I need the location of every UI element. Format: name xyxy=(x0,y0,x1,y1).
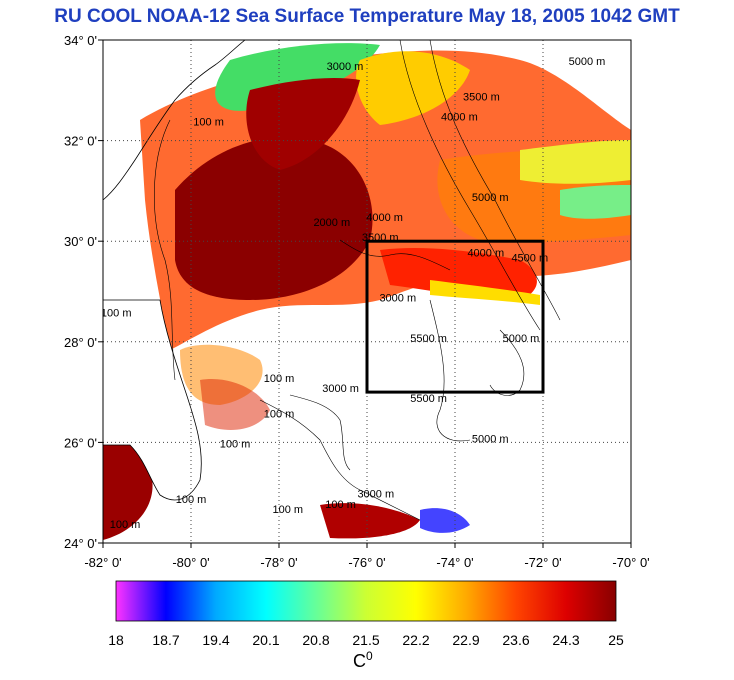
colorbar-tick-label: 22.9 xyxy=(452,632,479,648)
contour-label: 100 m xyxy=(273,504,304,516)
lon-tick-label: -80° 0' xyxy=(172,555,209,570)
lat-tick-label: 24° 0' xyxy=(64,536,97,551)
lat-tick-label: 28° 0' xyxy=(64,335,97,350)
contour-deep-east xyxy=(399,40,541,331)
colorbar-tick-label: 20.1 xyxy=(252,632,279,648)
lat-tick-label: 34° 0' xyxy=(64,33,97,48)
sst-patch-dark-red-core xyxy=(175,137,373,300)
colorbar-tick-label: 23.6 xyxy=(502,632,529,648)
contour-label: 3000 m xyxy=(379,293,416,305)
sst-patch-box-yellow xyxy=(430,280,540,305)
lat-tick-label: 32° 0' xyxy=(64,134,97,149)
latitude-tick-labels: 34° 0' 32° 0' 30° 0' 28° 0' 26° 0' 24° 0' xyxy=(64,33,103,551)
contour-label: 3500 m xyxy=(463,91,500,103)
contour-label: 100 m xyxy=(193,117,224,129)
colorbar-unit-label: C0 xyxy=(353,649,373,671)
contour-label: 3000 m xyxy=(322,383,359,395)
contour-box-interior xyxy=(429,299,471,442)
contour-label: 2000 m xyxy=(313,217,350,229)
colorbar-tick-label: 25 xyxy=(608,632,624,648)
contour-label: 5500 m xyxy=(410,393,447,405)
contour-bahamas xyxy=(259,399,421,521)
colorbar-tick-label: 24.3 xyxy=(552,632,579,648)
contour-label: 5000 m xyxy=(472,192,509,204)
lon-tick-label: -70° 0' xyxy=(612,555,649,570)
study-area-box xyxy=(365,239,545,394)
contour-label: 3000 m xyxy=(357,489,394,501)
colorbar-tick-label: 20.8 xyxy=(302,632,329,648)
sst-patch-box-red xyxy=(380,248,537,300)
contour-label: 4000 m xyxy=(467,247,504,259)
contour-blake-escarpment xyxy=(339,239,451,271)
sst-patch-yellow xyxy=(356,51,470,125)
contour-bahamas-2 xyxy=(289,394,351,471)
sst-patch-dark-red-north xyxy=(246,78,360,170)
longitude-tick-labels: -82° 0' -80° 0' -78° 0' -76° 0' -74° 0' -72° … xyxy=(84,543,650,570)
lat-tick-label: 30° 0' xyxy=(64,234,97,249)
sst-patch-east-yellow xyxy=(520,140,631,184)
colorbar-tick-label: 22.2 xyxy=(402,632,429,648)
sst-patch-east-green xyxy=(560,185,631,219)
sst-field: 100 m 100 m 2000 m 4000 m 3500 m 3000 m 4000 m… xyxy=(101,40,631,543)
contour-label: 100 m xyxy=(264,408,295,420)
colorbar-tick-label: 18 xyxy=(108,632,124,648)
contour-label: 100 m xyxy=(176,494,207,506)
contour-label: 4000 m xyxy=(441,111,478,123)
sst-patch-bahamas-scatter xyxy=(200,379,270,430)
lon-tick-label: -82° 0' xyxy=(84,555,121,570)
contour-label: 4500 m xyxy=(511,252,548,264)
contour-label: 100 m xyxy=(264,373,295,385)
colorbar: 18 18.7 19.4 20.1 20.8 21.5 22.2 22.9 23.6 24.3 25… xyxy=(108,580,624,671)
contour-label: 5000 m xyxy=(503,333,540,345)
lon-tick-label: -76° 0' xyxy=(348,555,385,570)
contour-label: 5000 m xyxy=(472,433,509,445)
contour-label: 100 m xyxy=(110,519,141,531)
lon-tick-label: -78° 0' xyxy=(260,555,297,570)
sst-patch-south-red xyxy=(320,503,420,539)
colorbar-tick-label: 18.7 xyxy=(152,632,179,648)
contour-label: 5000 m xyxy=(569,56,606,68)
contour-label: 4000 m xyxy=(366,212,403,224)
colorbar-strip xyxy=(115,580,617,622)
lon-tick-label: -72° 0' xyxy=(524,555,561,570)
lon-tick-label: -74° 0' xyxy=(436,555,473,570)
contour-label: 3000 m xyxy=(327,61,364,73)
lat-tick-label: 26° 0' xyxy=(64,435,97,450)
colorbar-tick-label: 19.4 xyxy=(202,632,229,648)
contour-label: 5500 m xyxy=(410,333,447,345)
map-title: RU COOL NOAA-12 Sea Surface Temperature … xyxy=(54,6,680,27)
us-coastline xyxy=(103,40,246,201)
contour-labels: 100 m 100 m 2000 m 4000 m 3500 m 3000 m 4000 m… xyxy=(101,56,606,531)
colorbar-tick-label: 21.5 xyxy=(352,632,379,648)
contour-label: 100 m xyxy=(220,438,251,450)
contour-label: 100 m xyxy=(325,499,356,511)
colorbar-tick-labels: 18 18.7 19.4 20.1 20.8 21.5 22.2 22.9 23.6 24.3 25 xyxy=(108,632,624,648)
sst-patch-south-blue xyxy=(420,508,470,533)
contour-label: 100 m xyxy=(101,308,132,320)
contour-100m-shelf xyxy=(154,119,176,381)
